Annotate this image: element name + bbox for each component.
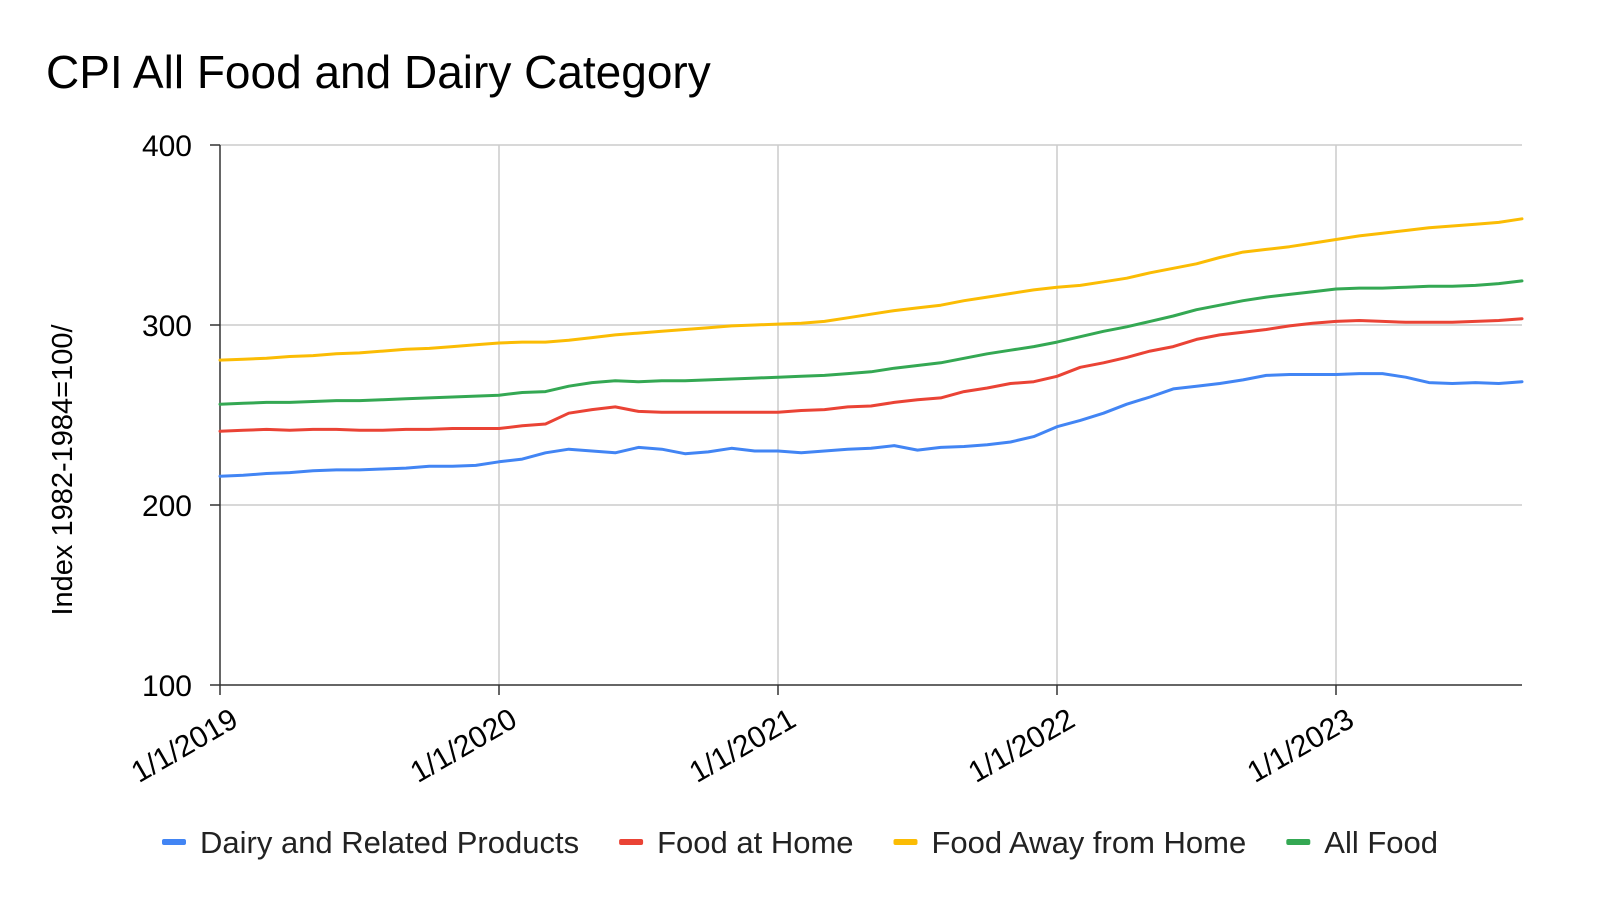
series-line-food-away-from-home [218, 217, 1524, 362]
y-axis-title: Index 1982-1984=100/ [47, 324, 79, 616]
legend: Dairy and Related Products Food at Home Fo… [162, 825, 1438, 860]
x-tick-label: 1/1/2023 [1242, 702, 1360, 789]
series-line-food-at-home [218, 317, 1524, 433]
y-tick-labels: 100 200 300 400 [142, 130, 192, 703]
legend-swatch [893, 839, 918, 845]
x-tick-label: 1/1/2019 [126, 702, 244, 789]
legend-item: All Food [1286, 825, 1438, 860]
legend-label: Dairy and Related Products [200, 825, 579, 860]
legend-item: Food Away from Home [893, 825, 1247, 860]
legend-item: Food at Home [619, 825, 854, 860]
x-tick-label: 1/1/2022 [963, 702, 1081, 789]
grid-layer [220, 144, 1522, 685]
legend-label: Food at Home [657, 825, 853, 860]
legend-swatch [1286, 839, 1311, 845]
series-line-all-food [218, 279, 1524, 406]
series-layer [218, 217, 1524, 478]
y-tick-label: 400 [142, 130, 192, 163]
y-tick-label: 100 [142, 670, 192, 703]
chart-title: CPI All Food and Dairy Category [46, 46, 711, 98]
x-tick-label: 1/1/2020 [405, 702, 523, 789]
y-tick-label: 300 [142, 310, 192, 343]
series-line-dairy-and-related-products [218, 372, 1524, 478]
x-tick-labels: 1/1/2019 1/1/2020 1/1/2021 1/1/2022 1/1/2023 [126, 702, 1360, 789]
legend-label: All Food [1324, 825, 1438, 860]
x-tick-label: 1/1/2021 [684, 702, 802, 789]
y-tick-label: 200 [142, 490, 192, 523]
legend-swatch [619, 839, 644, 845]
legend-item: Dairy and Related Products [162, 825, 579, 860]
legend-swatch [162, 839, 186, 845]
legend-label: Food Away from Home [932, 825, 1247, 860]
axis-layer [210, 144, 1522, 695]
